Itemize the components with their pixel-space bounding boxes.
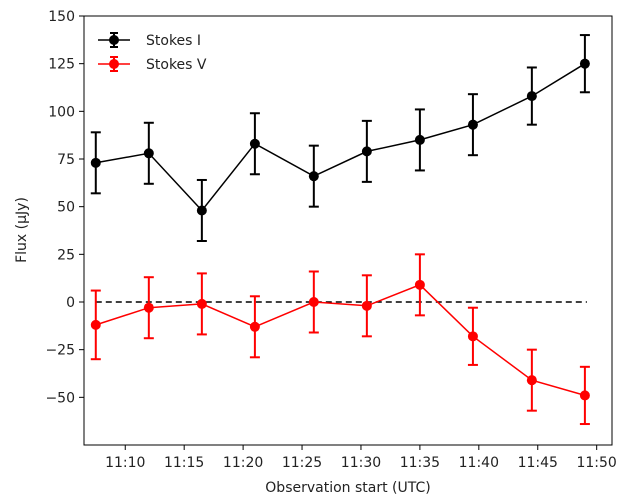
data-point [90, 157, 101, 168]
data-point [196, 205, 207, 216]
data-point [308, 297, 319, 307]
data-point [579, 58, 590, 69]
data-point [467, 119, 478, 130]
series-line [95, 63, 586, 212]
x-axis: 11:10 11:15 11:20 11:25 11:30 11:35 11:40 11:45… [105, 445, 617, 471]
y-tick-label: 75 [57, 152, 75, 168]
data-point [526, 91, 537, 102]
y-tick-label: 25 [57, 247, 75, 263]
plot-marks [90, 34, 590, 426]
series-0 [90, 34, 590, 242]
data-point [249, 138, 260, 149]
x-axis-label: Observation start (UTC) [265, 480, 430, 496]
legend-marker [109, 35, 119, 45]
series-line [95, 283, 586, 397]
legend-label: Stokes V [146, 57, 207, 73]
x-tick-label: 11:40 [459, 455, 499, 471]
data-point [361, 300, 372, 311]
y-tick-label: 150 [48, 9, 75, 25]
data-point [143, 302, 154, 313]
legend-item: Stokes V [98, 56, 207, 73]
x-tick-label: 11:30 [341, 455, 381, 471]
legend-item: Stokes I [98, 32, 201, 49]
data-point [361, 146, 372, 157]
x-tick-label: 11:15 [164, 455, 204, 471]
data-point [143, 148, 154, 159]
y-tick-label: 125 [48, 57, 75, 73]
data-point [90, 319, 101, 330]
y-tick-label: −50 [45, 390, 75, 406]
plot-frame [83, 15, 613, 446]
y-axis: −50 −25 0 25 50 75 100 125 150 [45, 9, 84, 406]
x-tick-label: 11:45 [518, 455, 558, 471]
x-tick-label: 11:50 [576, 455, 616, 471]
x-tick-label: 11:10 [105, 455, 145, 471]
y-axis-label: Flux (µJy) [14, 197, 30, 263]
data-point [526, 375, 537, 386]
data-point [249, 321, 260, 332]
data-point [414, 134, 425, 145]
data-point [579, 390, 590, 401]
legend: Stokes I Stokes V [98, 32, 207, 73]
y-tick-label: −25 [45, 343, 75, 359]
data-point [414, 279, 425, 290]
data-point [467, 331, 478, 342]
data-point [308, 171, 319, 182]
legend-label: Stokes I [146, 33, 201, 49]
series-1 [90, 253, 590, 426]
y-tick-label: 50 [57, 200, 75, 216]
legend-marker [109, 59, 119, 69]
x-tick-label: 11:35 [400, 455, 440, 471]
data-point [196, 298, 207, 309]
y-tick-label: 100 [48, 104, 75, 120]
x-tick-label: 11:20 [223, 455, 263, 471]
x-tick-label: 11:25 [282, 455, 322, 471]
y-tick-label: 0 [66, 295, 75, 311]
